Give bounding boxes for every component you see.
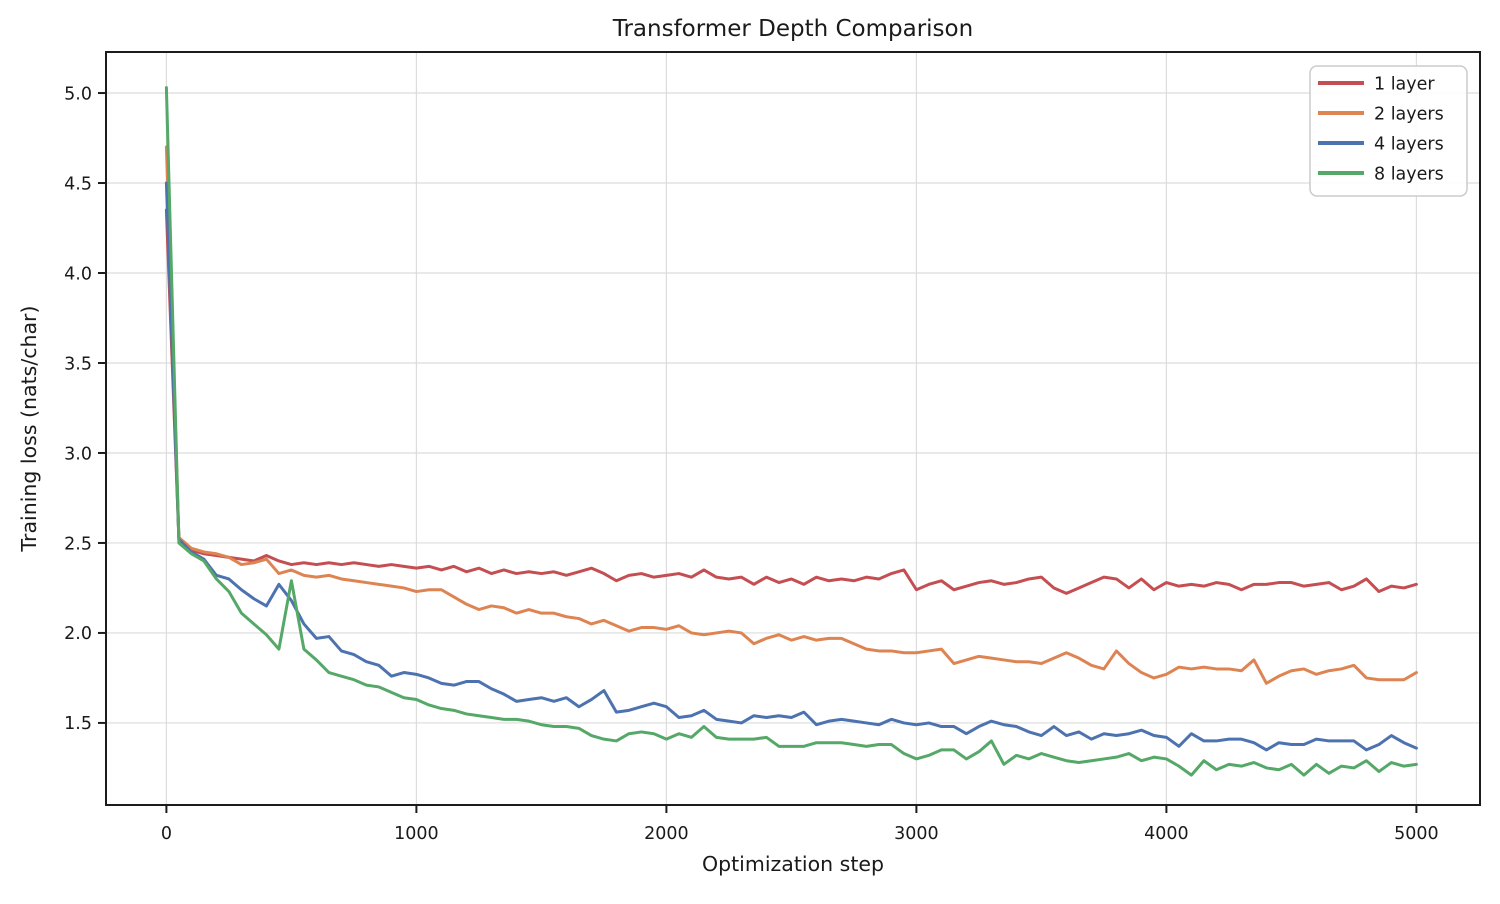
legend-label-1-layer: 1 layer (1374, 74, 1435, 94)
legend-label-4-layers: 4 layers (1374, 134, 1444, 154)
x-tick-label: 2000 (644, 824, 689, 844)
x-tick-label: 1000 (394, 824, 439, 844)
legend-label-8-layers: 8 layers (1374, 164, 1444, 184)
x-axis-label: Optimization step (702, 852, 884, 876)
y-axis-label: Training loss (nats/char) (17, 306, 41, 553)
axes-spines (105, 51, 1481, 806)
x-tick-label: 4000 (1144, 824, 1189, 844)
y-tick-label: 2.5 (64, 534, 92, 554)
legend-label-2-layers: 2 layers (1374, 104, 1444, 124)
series-line-2-layers (164, 145, 1418, 685)
y-tick-label: 1.5 (64, 714, 92, 734)
x-tick-label: 3000 (894, 824, 939, 844)
x-tick-label: 5000 (1394, 824, 1439, 844)
series-line-4-layers (164, 181, 1418, 752)
chart-title: Transformer Depth Comparison (612, 16, 973, 42)
legend-box (1309, 65, 1468, 197)
y-tick-label: 4.0 (64, 264, 92, 284)
series-line-1-layer (164, 208, 1418, 595)
y-tick-label: 4.5 (64, 174, 92, 194)
y-tick-label: 3.5 (64, 354, 92, 374)
y-tick-label: 5.0 (64, 84, 92, 104)
x-tick-label: 0 (161, 824, 172, 844)
y-tick-label: 3.0 (64, 444, 92, 464)
series-line-8-layers (164, 86, 1418, 777)
y-tick-label: 2.0 (64, 624, 92, 644)
